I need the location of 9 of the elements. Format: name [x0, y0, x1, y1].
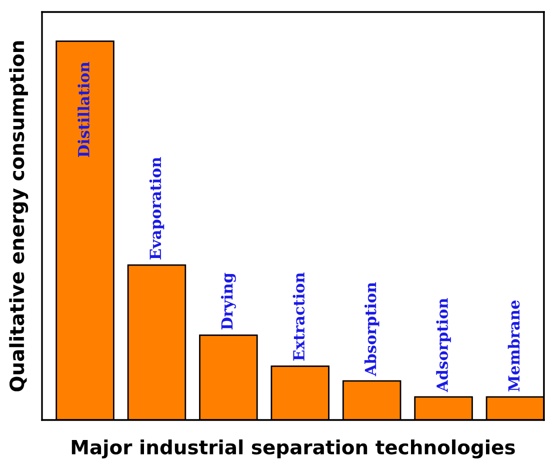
- x-tick-label: Evaporation: [149, 157, 164, 260]
- x-tick-label: Membrane: [508, 300, 520, 392]
- x-tick-label: Adsorption: [436, 298, 451, 392]
- y-axis-title: Qualitative energy consumption: [9, 41, 28, 392]
- x-tick-label: Extraction: [292, 272, 305, 361]
- x-tick-label: Distillation: [78, 62, 90, 158]
- x-axis-title: Major industrial separation technologies: [72, 439, 515, 458]
- x-tick-label: Absorption: [364, 282, 380, 376]
- x-tick-label: Drying: [220, 272, 236, 330]
